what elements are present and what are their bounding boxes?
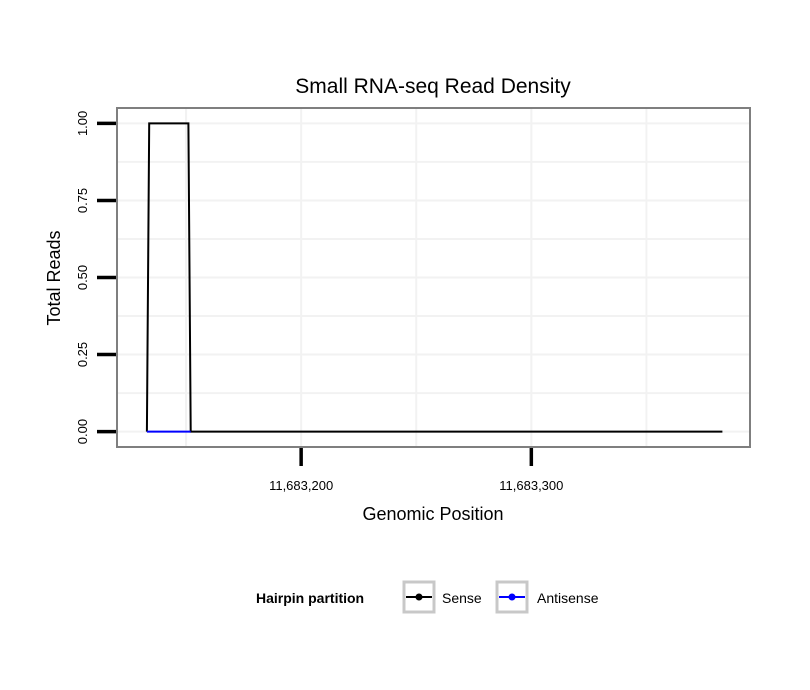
legend-key-point-sense: [415, 593, 423, 601]
plot-area: 0.00 0.25 0.50 0.75 1.00 11,683,200 11,683,300: [75, 107, 751, 493]
legend-item-sense: Sense: [402, 580, 482, 614]
legend-label-antisense: Antisense: [537, 590, 599, 606]
x-axis-title: Genomic Position: [362, 504, 503, 524]
chart-title: Small RNA-seq Read Density: [295, 75, 571, 98]
y-tick-label: 0.25: [75, 342, 90, 367]
y-tick-label: 0.00: [75, 419, 90, 444]
legend-label-sense: Sense: [442, 590, 482, 606]
panel-border: [116, 107, 751, 448]
legend: Hairpin partition Sense Antisense: [256, 580, 599, 614]
y-tick-label: 1.00: [75, 111, 90, 136]
y-axis-title: Total Reads: [44, 230, 64, 325]
x-tick-label: 11,683,300: [499, 478, 563, 493]
series-line-sense: [145, 122, 723, 433]
y-tick-label: 0.50: [75, 265, 90, 290]
legend-title: Hairpin partition: [256, 590, 364, 606]
legend-item-antisense: Antisense: [495, 580, 599, 614]
y-tick-label: 0.75: [75, 188, 90, 213]
x-tick-label: 11,683,200: [269, 478, 333, 493]
legend-key-point-antisense: [508, 593, 516, 601]
